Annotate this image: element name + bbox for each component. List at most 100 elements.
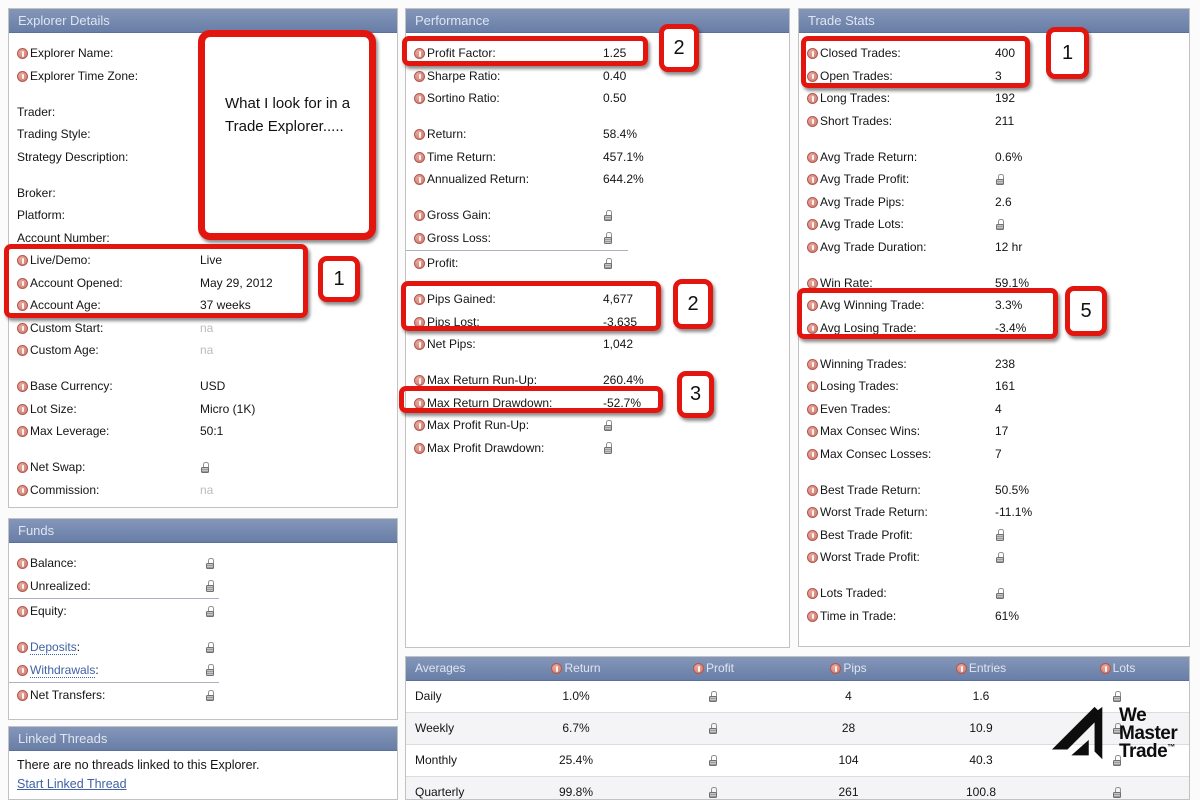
info-icon[interactable]	[807, 70, 818, 82]
averages-col-label: Lots	[1112, 661, 1136, 675]
info-icon[interactable]	[807, 48, 818, 59]
info-icon[interactable]	[414, 294, 425, 305]
info-icon[interactable]	[807, 93, 818, 104]
info-icon[interactable]	[17, 690, 28, 701]
info-icon[interactable]	[807, 610, 818, 622]
stat-row: Explorer Time Zone:	[17, 65, 389, 88]
info-icon[interactable]	[17, 642, 28, 653]
info-icon[interactable]	[414, 174, 425, 185]
info-icon[interactable]	[807, 151, 818, 163]
stat-value-locked	[995, 546, 1006, 569]
info-icon[interactable]	[807, 529, 818, 541]
info-icon[interactable]	[807, 552, 818, 563]
info-icon[interactable]	[17, 558, 28, 569]
start-linked-thread-link[interactable]: Start Linked Thread	[17, 777, 127, 791]
stat-value-locked	[995, 168, 1006, 191]
panel-header-performance: Performance	[406, 9, 789, 33]
stat-value: 12 hr	[995, 239, 1023, 254]
averages-col-label: Entries	[968, 661, 1007, 675]
info-icon[interactable]	[1099, 663, 1111, 674]
panel-title: Funds	[18, 523, 55, 538]
stat-row: Best Trade Return: 50.5%	[807, 479, 1181, 502]
info-icon[interactable]	[17, 255, 28, 266]
stat-value: 400	[995, 46, 1016, 60]
info-icon[interactable]	[17, 484, 28, 496]
info-icon[interactable]	[414, 129, 425, 140]
stat-label: Pips Lost:	[427, 314, 480, 329]
stat-value: -52.7%	[603, 395, 642, 410]
stat-link[interactable]: Deposits	[30, 640, 77, 655]
info-icon[interactable]	[807, 507, 818, 518]
info-icon[interactable]	[414, 375, 425, 386]
info-icon[interactable]	[17, 277, 28, 289]
info-icon[interactable]	[807, 219, 818, 230]
info-icon[interactable]	[414, 258, 425, 269]
info-icon[interactable]	[551, 663, 563, 674]
info-icon[interactable]	[807, 426, 818, 437]
info-icon[interactable]	[17, 664, 28, 676]
info-icon[interactable]	[414, 442, 425, 454]
logo-word: We	[1119, 704, 1147, 726]
stat-row: Trader:	[17, 101, 389, 124]
info-icon[interactable]	[414, 397, 425, 409]
info-icon[interactable]	[414, 316, 425, 328]
stat-value: 2.6	[995, 194, 1012, 209]
info-icon[interactable]	[807, 300, 818, 311]
averages-col-header: Entries	[916, 657, 1046, 680]
info-icon[interactable]	[17, 462, 28, 473]
stat-value: 0.40	[603, 68, 627, 83]
info-icon[interactable]	[414, 70, 425, 82]
info-icon[interactable]	[807, 115, 818, 127]
info-icon[interactable]	[807, 484, 818, 496]
stat-row: Avg Winning Trade: 3.3%	[807, 294, 1181, 317]
stat-value: -11.1%	[995, 505, 1033, 519]
stat-value: Micro (1K)	[200, 401, 256, 416]
info-icon[interactable]	[17, 322, 28, 334]
info-icon[interactable]	[17, 48, 28, 59]
stat-label: Max Return Run-Up:	[427, 373, 538, 387]
stat-label: Platform:	[17, 208, 66, 222]
stat-value: 238	[995, 356, 1016, 371]
info-icon[interactable]	[414, 232, 425, 244]
info-icon[interactable]	[807, 358, 818, 370]
stat-row: Annualized Return: 644.2%	[414, 168, 781, 191]
info-icon[interactable]	[414, 93, 425, 104]
stat-label: Worst Trade Profit:	[820, 550, 920, 564]
info-icon[interactable]	[807, 196, 818, 208]
info-icon[interactable]	[414, 210, 425, 221]
info-icon[interactable]	[414, 48, 425, 59]
stat-label: Balance:	[30, 556, 77, 570]
stat-row: Win Rate: 59.1%	[807, 272, 1181, 295]
info-icon[interactable]	[17, 580, 28, 592]
info-icon[interactable]	[17, 70, 28, 82]
info-icon[interactable]	[807, 381, 818, 392]
info-icon[interactable]	[807, 277, 818, 289]
info-icon[interactable]	[807, 403, 818, 415]
info-icon[interactable]	[17, 606, 28, 617]
info-icon[interactable]	[807, 448, 818, 460]
info-icon[interactable]	[807, 322, 818, 334]
table-row: Monthly 25.4% 104 40.3	[406, 744, 1189, 776]
stat-label: Net Swap:	[30, 460, 86, 474]
stat-label: Trading Style:	[17, 127, 91, 141]
stat-label: Net Transfers:	[30, 688, 106, 702]
info-icon[interactable]	[955, 663, 967, 674]
info-icon[interactable]	[414, 151, 425, 163]
info-icon[interactable]	[807, 588, 818, 599]
lock-icon	[995, 173, 1006, 186]
info-icon[interactable]	[414, 339, 425, 350]
info-icon[interactable]	[17, 300, 28, 311]
info-icon[interactable]	[17, 345, 28, 356]
info-icon[interactable]	[17, 381, 28, 392]
info-icon[interactable]	[830, 663, 842, 674]
info-icon[interactable]	[807, 241, 818, 253]
info-icon[interactable]	[17, 426, 28, 437]
info-icon[interactable]	[414, 420, 425, 431]
stat-value: 4,677	[603, 292, 634, 306]
stat-label: Withdrawals:	[30, 662, 99, 678]
info-icon[interactable]	[692, 663, 704, 674]
stat-value: na	[200, 320, 214, 335]
stat-link[interactable]: Withdrawals	[30, 662, 96, 678]
info-icon[interactable]	[17, 403, 28, 415]
info-icon[interactable]	[807, 174, 818, 185]
